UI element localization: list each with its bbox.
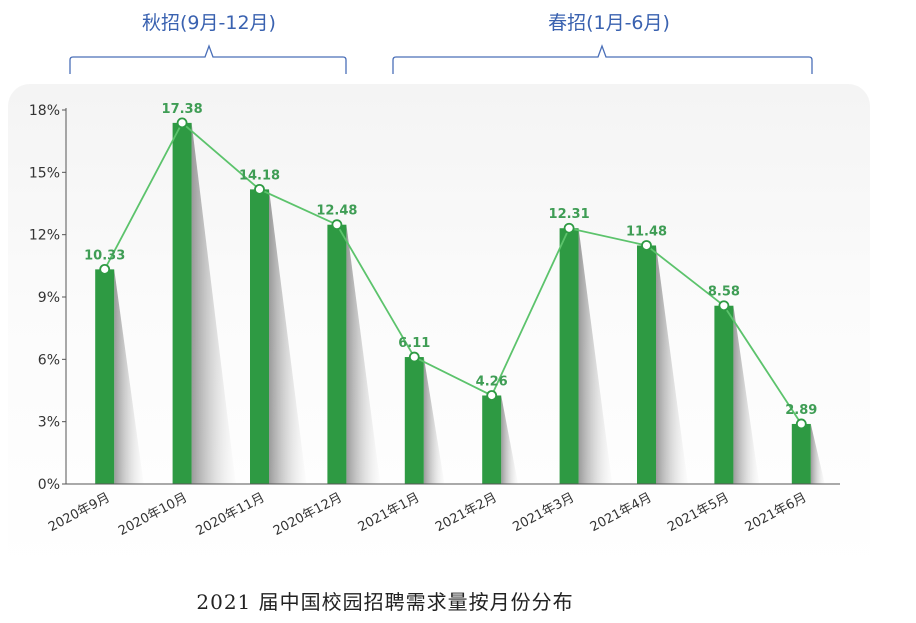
y-tick-label: 18% bbox=[29, 103, 60, 119]
data-label: 6.11 bbox=[398, 336, 430, 351]
line-marker bbox=[795, 418, 807, 430]
y-tick-label: 6% bbox=[38, 352, 60, 368]
line-marker bbox=[99, 263, 111, 275]
bar bbox=[95, 269, 115, 484]
line-marker bbox=[176, 117, 188, 129]
line-marker bbox=[486, 390, 498, 401]
y-tick-label: 3% bbox=[38, 415, 60, 431]
y-tick-label: 9% bbox=[38, 290, 60, 306]
bar bbox=[637, 245, 656, 484]
line-marker bbox=[563, 222, 575, 234]
chart-caption: 2021 届中国校园招聘需求量按月份分布 bbox=[196, 590, 574, 614]
data-label: 8.58 bbox=[708, 285, 740, 300]
bar bbox=[327, 224, 347, 484]
bracket-autumn bbox=[69, 44, 347, 74]
bar-shadow bbox=[733, 305, 760, 484]
y-tick-label: 12% bbox=[29, 228, 60, 244]
bracket-label-autumn: 秋招(9月-12月) bbox=[142, 12, 276, 34]
data-label: 12.48 bbox=[316, 204, 357, 219]
bar-shadow bbox=[346, 224, 381, 484]
bar-shadow bbox=[191, 122, 236, 484]
data-label: 11.48 bbox=[626, 224, 667, 239]
bar bbox=[250, 189, 269, 485]
bar-shadow bbox=[810, 423, 825, 484]
data-label: 2.89 bbox=[785, 403, 817, 418]
bar bbox=[791, 423, 811, 484]
bar-shadow bbox=[656, 245, 688, 484]
data-label: 10.33 bbox=[84, 248, 125, 263]
bar-shadow bbox=[423, 357, 445, 484]
bar-shadow bbox=[501, 395, 519, 484]
bar bbox=[172, 122, 192, 484]
bar-shadow bbox=[578, 228, 613, 484]
bar-shadow bbox=[269, 189, 307, 485]
bar bbox=[482, 395, 502, 484]
line-marker bbox=[408, 351, 420, 363]
data-label: 17.38 bbox=[162, 102, 203, 117]
line-marker bbox=[331, 219, 343, 231]
y-tick-label: 0% bbox=[38, 477, 60, 493]
data-label: 14.18 bbox=[239, 168, 280, 183]
line-marker bbox=[718, 300, 730, 312]
bar bbox=[714, 305, 734, 484]
line-marker bbox=[641, 240, 652, 251]
bar bbox=[404, 357, 424, 484]
data-label: 12.31 bbox=[549, 207, 590, 222]
data-label: 4.26 bbox=[476, 374, 508, 389]
line-marker bbox=[254, 183, 265, 195]
trend-line bbox=[103, 121, 803, 425]
bracket-spring bbox=[392, 44, 813, 74]
bar-shadow bbox=[114, 269, 144, 484]
bracket-label-spring: 春招(1月-6月) bbox=[548, 12, 670, 34]
chart-panel bbox=[8, 84, 870, 574]
bar bbox=[559, 228, 579, 484]
y-tick-label: 15% bbox=[29, 165, 60, 181]
